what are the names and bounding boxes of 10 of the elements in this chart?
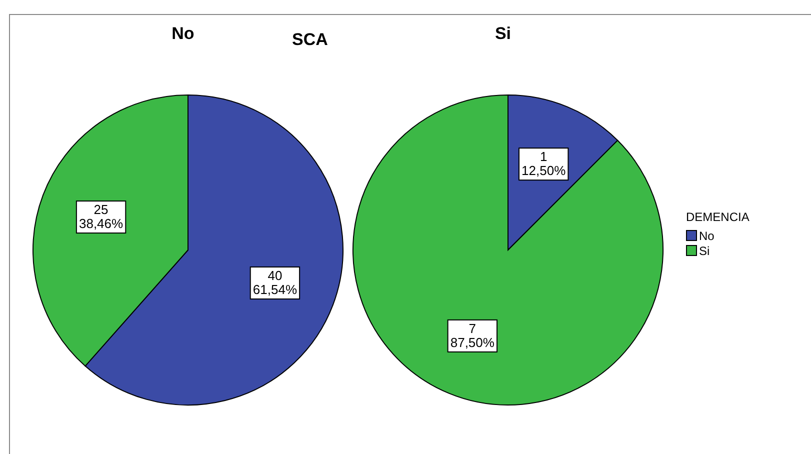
legend-label: No — [699, 228, 714, 242]
chart-title: SCA — [291, 30, 329, 50]
data-label: 7 87,50% — [450, 320, 495, 350]
legend-title: DEMENCIA — [686, 210, 750, 224]
slice-label: Si — [494, 24, 512, 44]
legend-label: Si — [699, 244, 710, 258]
slice-label: No — [170, 24, 196, 44]
data-label: 25 38,46% — [78, 202, 124, 232]
data-label: 40 61,54% — [252, 268, 298, 297]
data-label: 1 12,50% — [522, 149, 566, 178]
